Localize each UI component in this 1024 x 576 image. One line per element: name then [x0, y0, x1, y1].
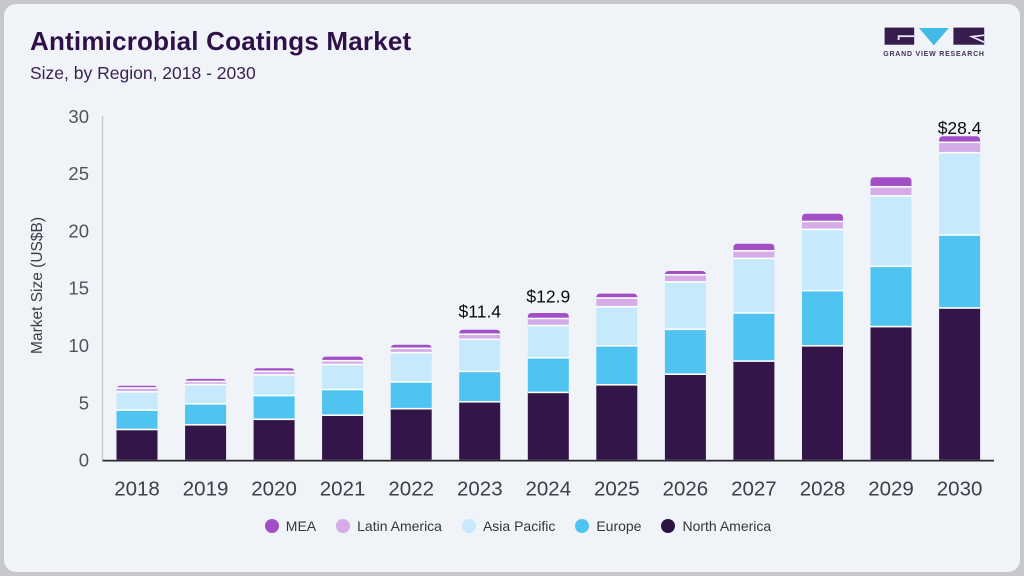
svg-text:20: 20 [68, 220, 89, 241]
svg-text:2028: 2028 [800, 478, 846, 501]
svg-text:2018: 2018 [114, 478, 160, 501]
svg-text:15: 15 [68, 278, 89, 299]
svg-text:2019: 2019 [183, 478, 229, 501]
svg-text:$11.4: $11.4 [459, 302, 502, 322]
svg-text:Market Size (US$B): Market Size (US$B) [29, 217, 46, 354]
svg-text:25: 25 [68, 163, 89, 184]
svg-text:2029: 2029 [868, 478, 914, 501]
svg-text:2021: 2021 [320, 478, 366, 501]
svg-text:$12.9: $12.9 [526, 287, 570, 307]
svg-text:2020: 2020 [251, 478, 297, 501]
svg-text:5: 5 [79, 392, 89, 413]
svg-text:10: 10 [68, 335, 89, 356]
svg-text:2022: 2022 [388, 478, 434, 501]
svg-text:$28.4: $28.4 [938, 118, 982, 138]
svg-text:0: 0 [79, 450, 89, 471]
svg-text:2030: 2030 [937, 478, 983, 501]
svg-text:2027: 2027 [731, 478, 777, 501]
svg-text:30: 30 [68, 106, 89, 127]
svg-text:2023: 2023 [457, 478, 503, 501]
svg-text:2025: 2025 [594, 478, 640, 501]
svg-text:2026: 2026 [663, 478, 709, 501]
svg-text:2024: 2024 [525, 478, 571, 501]
